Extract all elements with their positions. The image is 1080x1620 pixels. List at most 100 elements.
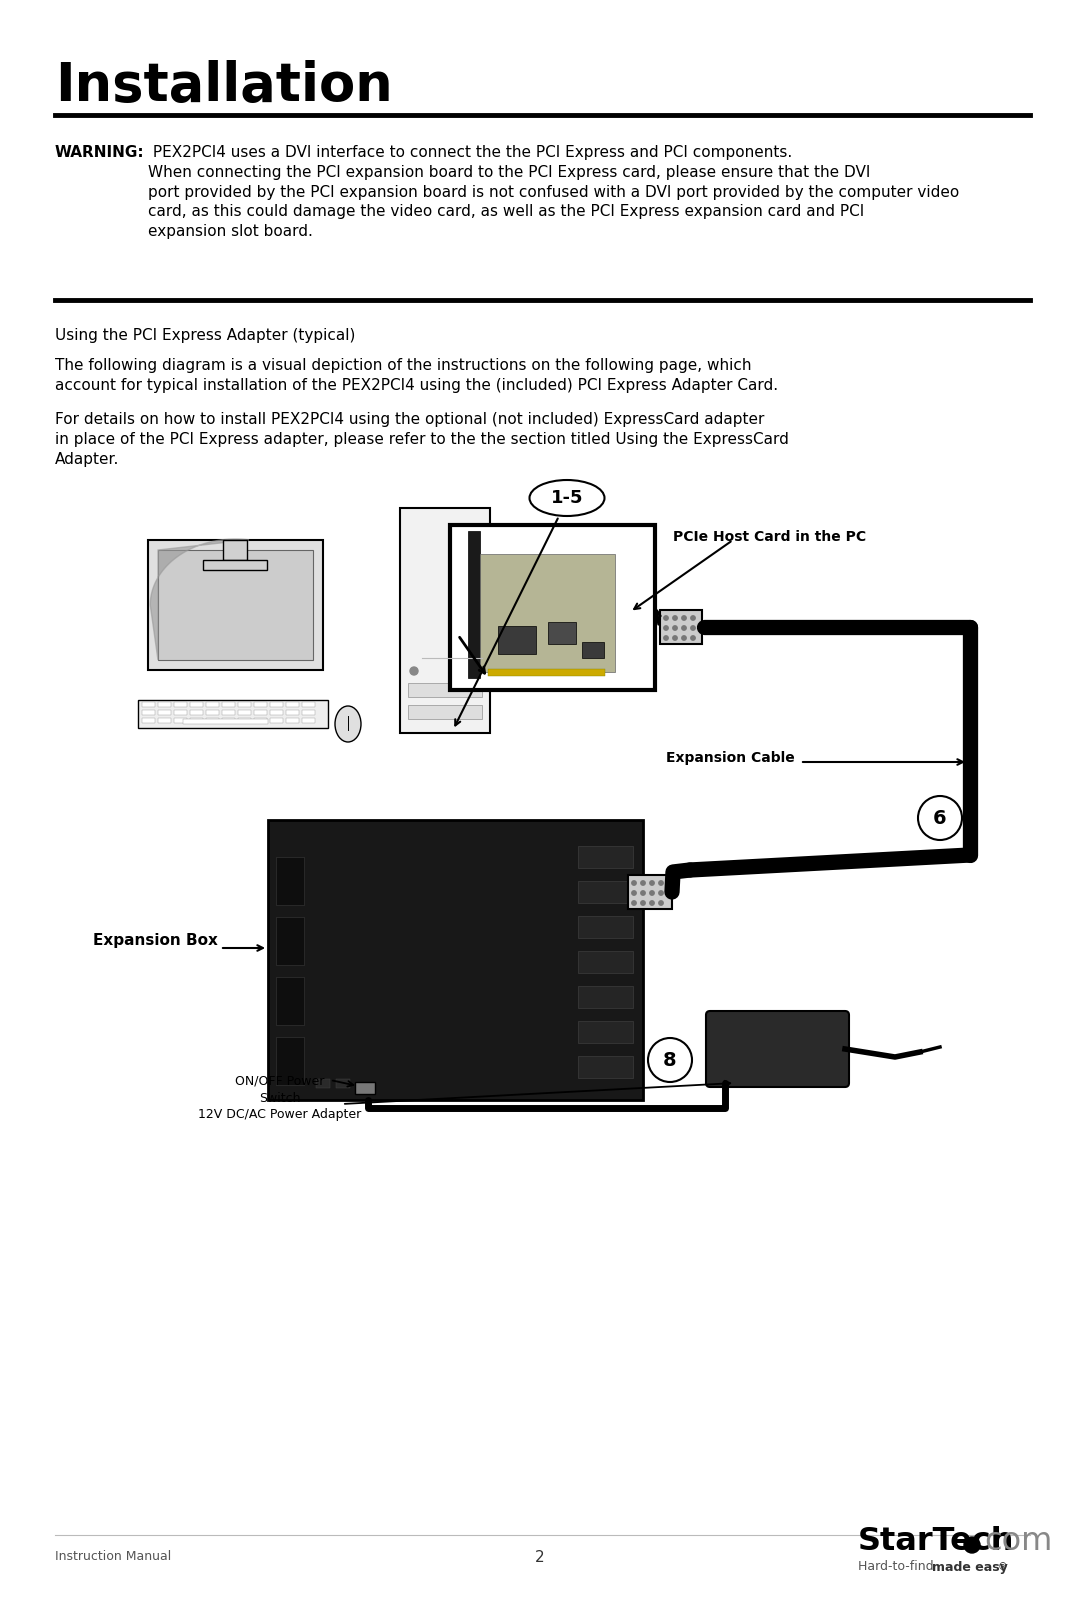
Bar — [582, 642, 604, 658]
Circle shape — [681, 625, 686, 630]
Bar — [578, 881, 633, 902]
Circle shape — [659, 901, 663, 906]
Bar — [238, 718, 251, 723]
Text: Expansion Box: Expansion Box — [93, 933, 217, 948]
Text: Instruction Manual: Instruction Manual — [55, 1550, 172, 1563]
Bar — [276, 977, 303, 1025]
Bar — [254, 701, 267, 706]
Circle shape — [410, 667, 418, 676]
Text: PEX2PCI4 uses a DVI interface to connect the the PCI Express and PCI components.: PEX2PCI4 uses a DVI interface to connect… — [148, 146, 959, 240]
Circle shape — [691, 616, 696, 620]
Bar — [498, 625, 536, 654]
Bar — [222, 539, 247, 561]
Bar — [400, 509, 490, 732]
Bar — [302, 710, 315, 714]
Text: WARNING:: WARNING: — [55, 146, 145, 160]
Bar — [355, 1082, 375, 1094]
Bar — [578, 1056, 633, 1077]
Bar — [578, 915, 633, 938]
Circle shape — [650, 891, 654, 896]
Circle shape — [632, 901, 636, 906]
Bar — [286, 718, 299, 723]
Bar — [286, 710, 299, 714]
Circle shape — [664, 616, 669, 620]
Bar — [238, 701, 251, 706]
FancyBboxPatch shape — [627, 875, 672, 909]
Bar — [158, 551, 313, 659]
Text: ON/OFF Power
Switch
12V DC/AC Power Adapter: ON/OFF Power Switch 12V DC/AC Power Adap… — [199, 1076, 362, 1121]
Circle shape — [681, 616, 686, 620]
Bar — [174, 701, 187, 706]
Text: 8: 8 — [663, 1050, 677, 1069]
Bar — [488, 669, 605, 676]
Circle shape — [640, 901, 645, 906]
Text: Expansion Cable: Expansion Cable — [666, 752, 795, 765]
Ellipse shape — [335, 706, 361, 742]
Text: Installation: Installation — [55, 60, 393, 112]
Bar — [408, 684, 482, 697]
Ellipse shape — [529, 480, 605, 517]
Bar — [148, 539, 323, 671]
Bar — [158, 701, 171, 706]
Polygon shape — [150, 539, 248, 659]
Bar — [141, 710, 156, 714]
Text: Hard-to-find: Hard-to-find — [858, 1560, 937, 1573]
Bar — [222, 710, 235, 714]
Bar — [183, 719, 268, 724]
Bar — [548, 622, 576, 645]
Circle shape — [673, 635, 677, 640]
Bar — [138, 700, 328, 727]
Bar — [254, 710, 267, 714]
Bar — [468, 531, 480, 679]
Bar — [190, 718, 203, 723]
Circle shape — [681, 635, 686, 640]
Bar — [141, 701, 156, 706]
Circle shape — [640, 881, 645, 885]
Circle shape — [648, 1038, 692, 1082]
Bar — [268, 820, 643, 1100]
Bar — [190, 701, 203, 706]
FancyBboxPatch shape — [706, 1011, 849, 1087]
Bar — [578, 1021, 633, 1043]
Bar — [174, 710, 187, 714]
Text: The following diagram is a visual depiction of the instructions on the following: The following diagram is a visual depict… — [55, 358, 778, 392]
Bar — [238, 710, 251, 714]
Text: PCIe Host Card in the PC: PCIe Host Card in the PC — [673, 530, 866, 544]
Text: StarTech: StarTech — [858, 1526, 1014, 1557]
Circle shape — [664, 635, 669, 640]
Text: 1-5: 1-5 — [551, 489, 583, 507]
Text: For details on how to install PEX2PCI4 using the optional (not included) Express: For details on how to install PEX2PCI4 u… — [55, 411, 788, 467]
Bar — [206, 710, 219, 714]
Bar — [190, 710, 203, 714]
Bar — [141, 718, 156, 723]
Circle shape — [673, 616, 677, 620]
Bar — [480, 554, 615, 672]
Circle shape — [632, 881, 636, 885]
Circle shape — [664, 625, 669, 630]
Bar — [408, 705, 482, 719]
Bar — [578, 951, 633, 974]
Bar — [276, 1037, 303, 1085]
Circle shape — [673, 625, 677, 630]
Circle shape — [632, 891, 636, 896]
Bar — [254, 718, 267, 723]
Bar — [270, 710, 283, 714]
Bar — [222, 701, 235, 706]
Circle shape — [650, 881, 654, 885]
Bar — [450, 525, 654, 690]
Bar — [316, 1079, 330, 1089]
Bar — [336, 1079, 350, 1089]
Bar — [203, 561, 267, 570]
Bar — [578, 846, 633, 868]
Circle shape — [650, 901, 654, 906]
Text: 2: 2 — [536, 1549, 544, 1565]
Bar — [276, 857, 303, 906]
FancyBboxPatch shape — [660, 611, 702, 645]
Bar — [270, 701, 283, 706]
Circle shape — [691, 625, 696, 630]
Circle shape — [918, 795, 962, 841]
Bar — [206, 718, 219, 723]
Text: 6: 6 — [933, 808, 947, 828]
Text: made easy: made easy — [932, 1560, 1008, 1573]
Bar — [286, 701, 299, 706]
